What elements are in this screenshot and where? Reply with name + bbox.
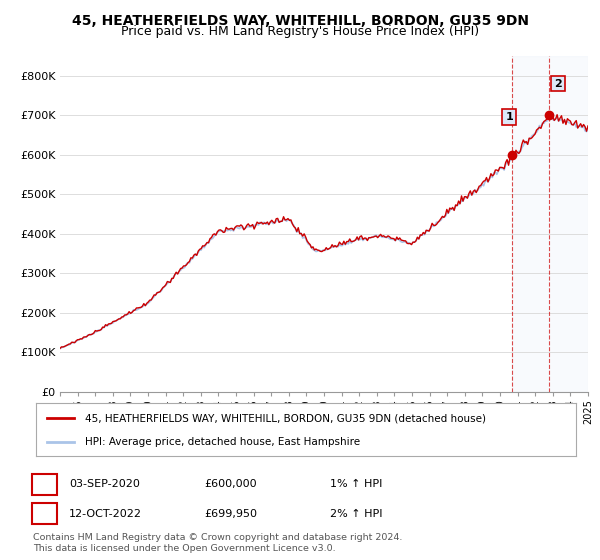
Text: 1: 1 [41, 478, 48, 491]
Text: 1: 1 [505, 112, 513, 122]
Bar [549, 56, 588, 392]
Text: 45, HEATHERFIELDS WAY, WHITEHILL, BORDON, GU35 9DN (detached house): 45, HEATHERFIELDS WAY, WHITEHILL, BORDON… [85, 413, 485, 423]
Text: 45, HEATHERFIELDS WAY, WHITEHILL, BORDON, GU35 9DN: 45, HEATHERFIELDS WAY, WHITEHILL, BORDON… [71, 14, 529, 28]
Text: 12-OCT-2022: 12-OCT-2022 [69, 508, 142, 519]
Text: £699,950: £699,950 [204, 508, 257, 519]
Text: Contains HM Land Registry data © Crown copyright and database right 2024.
This d: Contains HM Land Registry data © Crown c… [33, 533, 403, 553]
Bar [512, 56, 588, 392]
Text: HPI: Average price, detached house, East Hampshire: HPI: Average price, detached house, East… [85, 436, 360, 446]
Text: 2: 2 [554, 79, 562, 88]
Text: 2: 2 [41, 507, 48, 520]
Text: 1% ↑ HPI: 1% ↑ HPI [330, 479, 382, 489]
Text: £600,000: £600,000 [204, 479, 257, 489]
Text: Price paid vs. HM Land Registry's House Price Index (HPI): Price paid vs. HM Land Registry's House … [121, 25, 479, 38]
Text: 03-SEP-2020: 03-SEP-2020 [69, 479, 140, 489]
Text: 2% ↑ HPI: 2% ↑ HPI [330, 508, 383, 519]
